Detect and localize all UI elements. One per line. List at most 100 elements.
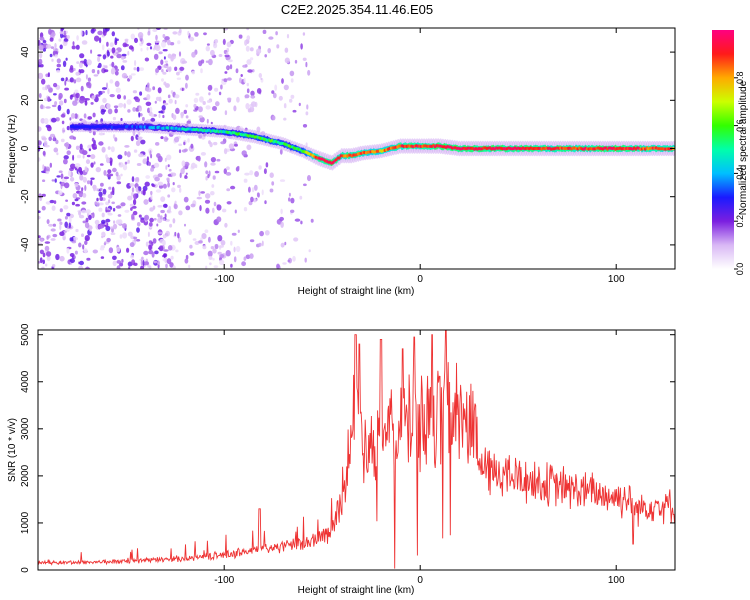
noise-blob [148,161,151,167]
noise-blob [81,187,84,191]
noise-blob [171,53,176,60]
noise-blob [165,263,168,269]
noise-blob [64,87,69,91]
noise-blob [57,104,62,112]
noise-blob [233,256,237,263]
noise-blob [264,230,270,236]
noise-blob [198,190,201,196]
noise-blob [156,223,159,227]
noise-blob [145,175,151,179]
noise-blob [189,252,195,256]
noise-blob [90,179,93,186]
noise-blob [59,100,64,106]
noise-blob [138,153,144,158]
noise-blob [201,233,207,240]
noise-blob [137,186,142,192]
noise-blob [39,257,43,264]
noise-blob [177,232,180,239]
noise-blob [81,40,88,45]
noise-blob [237,165,240,170]
noise-blob [208,255,213,260]
noise-blob [250,196,254,203]
noise-blob [162,49,168,52]
noise-blob [111,201,115,205]
noise-blob [66,108,70,115]
y-tick-label: 5000 [20,323,31,346]
noise-blob [284,241,287,246]
colorbar-tick-label: 0.8 [735,72,745,85]
noise-blob [230,263,233,268]
noise-blob [95,167,102,173]
noise-blob [98,207,103,212]
noise-blob [214,39,219,44]
noise-blob [227,97,232,101]
noise-blob [144,86,150,92]
noise-blob [88,214,92,221]
noise-blob [140,139,146,145]
noise-blob [109,79,114,84]
noise-blob [300,220,303,225]
noise-blob [80,85,84,92]
noise-blob [129,183,135,187]
noise-blob [73,92,76,95]
noise-blob [211,184,215,188]
noise-blob [143,199,149,205]
noise-blob [107,88,110,95]
noise-blob [150,167,155,172]
noise-blob [244,39,248,46]
x-tick-label: -100 [214,274,234,285]
noise-blob [116,94,122,100]
noise-blob [184,148,188,152]
noise-blob [44,165,46,173]
noise-blob [116,246,121,253]
noise-blob [131,192,134,197]
noise-blob [191,51,196,58]
noise-blob [298,102,301,107]
noise-blob [42,252,46,258]
noise-blob [144,214,150,221]
noise-blob [213,42,218,49]
colorbar-ticks: 0.0 0.2 0.4 0.6 0.8 [734,72,745,275]
noise-blob [91,95,96,100]
noise-blob [180,111,185,117]
noise-blob [74,182,79,187]
noise-blob [280,242,285,248]
noise-blob [204,199,211,204]
noise-blob [185,74,189,81]
noise-blob [85,159,91,165]
noise-blob [185,254,189,260]
noise-blob [226,201,232,205]
noise-blob [99,247,105,251]
noise-blob [57,218,62,222]
y-tick-label: 3000 [20,417,31,440]
noise-blob [157,213,161,218]
noise-blob [86,154,91,158]
noise-blob [74,89,79,94]
noise-blob [303,183,307,187]
noise-blob [145,101,152,107]
noise-blob [163,56,166,60]
noise-blob [130,33,135,40]
noise-blob [88,148,92,152]
noise-blob [199,205,202,212]
noise-blob [233,246,236,253]
noise-blob [45,263,48,267]
noise-blob [136,66,140,72]
noise-blob [58,190,63,196]
noise-blob [117,154,123,160]
noise-blob [63,155,69,160]
noise-blob [181,60,188,64]
noise-blob [160,59,164,65]
noise-blob [63,98,67,104]
noise-blob [38,126,42,132]
noise-blob [38,157,41,162]
noise-blob [169,262,174,268]
noise-blob [135,177,140,182]
noise-blob [274,84,278,91]
x-tick-label: 100 [608,274,625,285]
noise-blob [79,53,85,59]
noise-blob [153,53,159,60]
noise-blob [290,78,294,83]
noise-blob [66,35,70,39]
noise-blob [101,231,106,237]
